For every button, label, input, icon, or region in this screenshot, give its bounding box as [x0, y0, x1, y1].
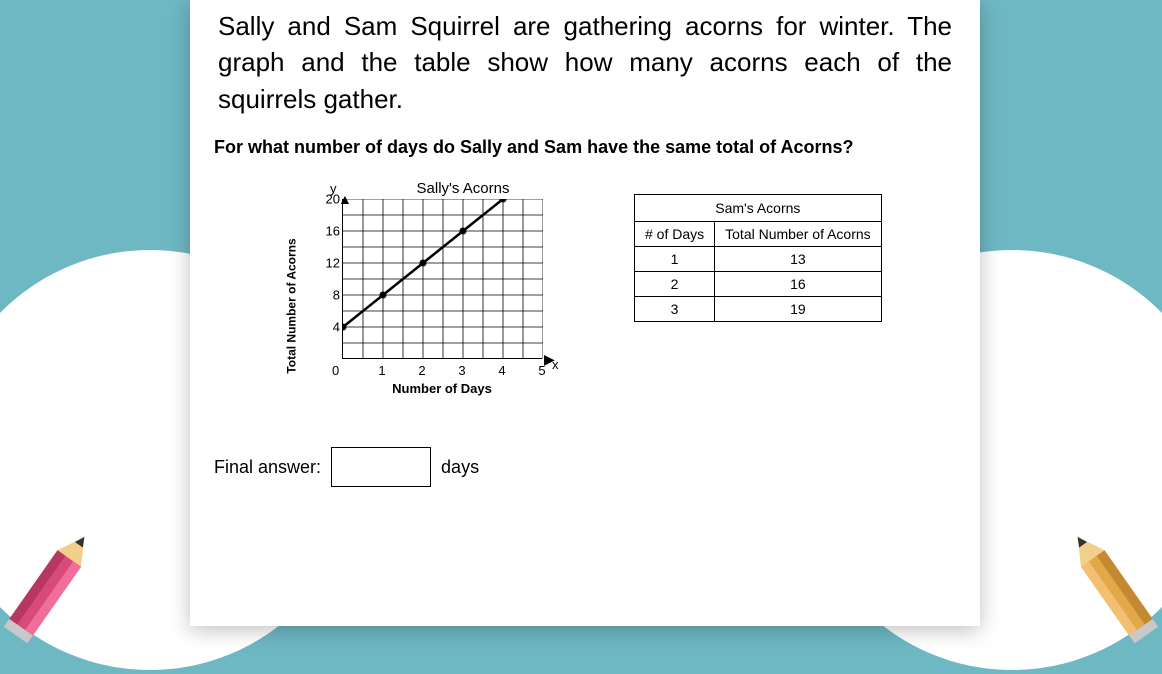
- x-tick-label: 2: [412, 363, 432, 378]
- y-tick-label: 16: [316, 224, 340, 239]
- y-axis-label: Total Number of Acorns: [285, 239, 299, 374]
- x-axis-label: Number of Days: [342, 381, 542, 396]
- answer-label: Final answer:: [214, 457, 321, 478]
- intro-paragraph: Sally and Sam Squirrel are gathering aco…: [214, 8, 956, 137]
- answer-row: Final answer: days: [214, 447, 956, 487]
- y-tick-label: 8: [316, 288, 340, 303]
- answer-input-box[interactable]: [331, 447, 431, 487]
- table-row: 216: [635, 272, 882, 297]
- table-cell: 3: [635, 297, 715, 322]
- table-cell: 1: [635, 247, 715, 272]
- x-origin-label: 0: [332, 363, 339, 378]
- acorns-table: Sam's Acorns # of Days Total Number of A…: [634, 194, 882, 322]
- y-tick-label: 20: [316, 192, 340, 207]
- sam-table: Sam's Acorns # of Days Total Number of A…: [634, 194, 882, 322]
- content-row: Sally's Acorns y ▲ Total Number of Acorn…: [214, 180, 956, 399]
- table-row: 319: [635, 297, 882, 322]
- table-row: 113: [635, 247, 882, 272]
- chart-plot: [342, 199, 542, 359]
- y-tick-label: 12: [316, 256, 340, 271]
- x-tick-label: 4: [492, 363, 512, 378]
- x-axis-arrow-icon: ▶: [544, 351, 555, 368]
- question-text: For what number of days do Sally and Sam…: [214, 137, 956, 158]
- x-tick-label: 1: [372, 363, 392, 378]
- answer-unit: days: [441, 457, 479, 478]
- table-col-acorns: Total Number of Acorns: [715, 222, 882, 247]
- chart-svg: [343, 199, 543, 359]
- chart-area: y ▲ Total Number of Acorns 0 48121620 12…: [294, 199, 554, 399]
- table-cell: 19: [715, 297, 882, 322]
- chart-title: Sally's Acorns: [342, 180, 584, 197]
- table-cell: 13: [715, 247, 882, 272]
- table-title: Sam's Acorns: [635, 195, 882, 222]
- sally-chart: Sally's Acorns y ▲ Total Number of Acorn…: [294, 180, 584, 399]
- y-tick-label: 4: [316, 320, 340, 335]
- worksheet-page: Sally and Sam Squirrel are gathering aco…: [190, 0, 980, 626]
- table-cell: 2: [635, 272, 715, 297]
- table-col-days: # of Days: [635, 222, 715, 247]
- x-tick-label: 3: [452, 363, 472, 378]
- table-cell: 16: [715, 272, 882, 297]
